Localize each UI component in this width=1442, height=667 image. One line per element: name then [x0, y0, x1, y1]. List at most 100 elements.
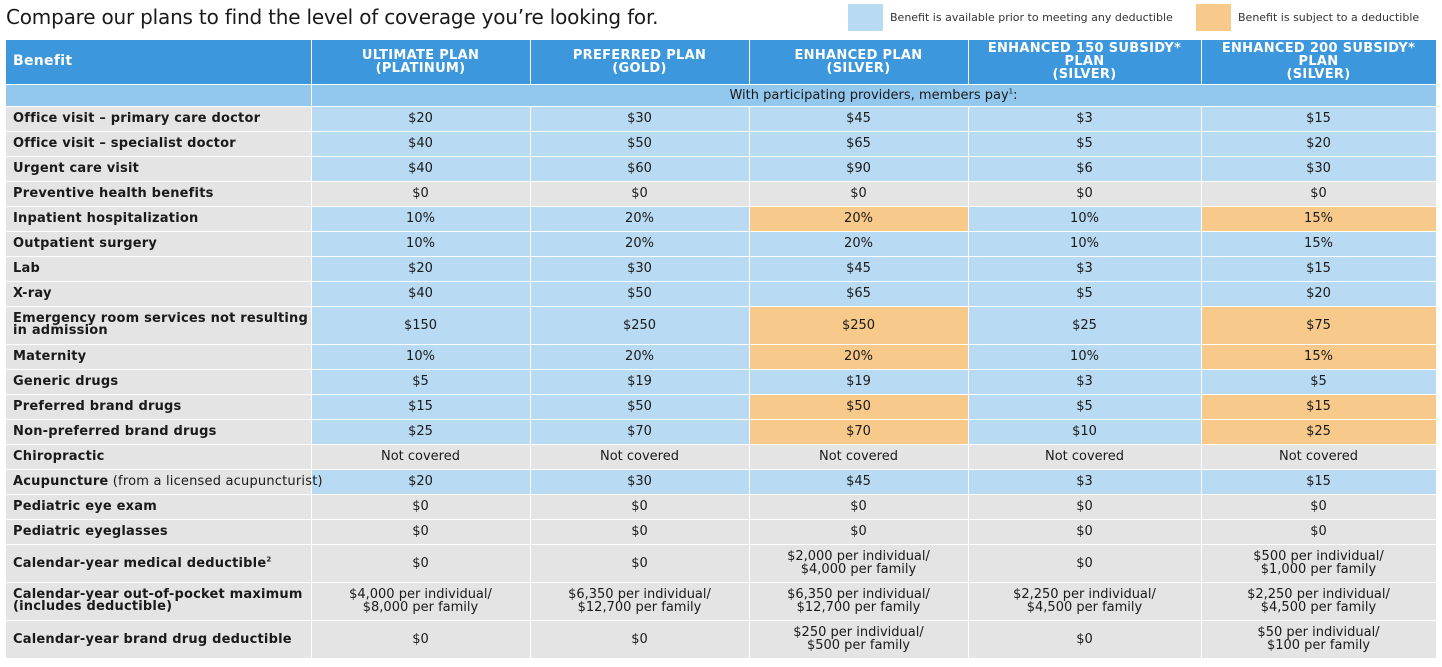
plan-value-cell: $2,250 per individual/$4,500 per family	[968, 582, 1202, 621]
plan-value-line: $0	[412, 631, 429, 647]
members-pay-note: With participating providers, members pa…	[311, 84, 1437, 107]
benefit-name: Pediatric eye exam	[13, 499, 157, 514]
plan-value-line: $0	[631, 631, 648, 647]
plan-value: Not covered	[818, 449, 898, 464]
benefit-label: X-ray	[6, 281, 312, 307]
plan-value: $3	[1076, 374, 1093, 389]
table-row: Outpatient surgery 10% 20% 20% 10% 15%	[6, 231, 1437, 257]
table-row: Emergency room services not resulting in…	[6, 306, 1437, 345]
plan-value: $20	[408, 111, 433, 126]
plan-value-cell: $3	[968, 369, 1202, 395]
plan-value-line: $0	[412, 555, 429, 571]
benefit-label: Calendar-year brand drug deductible	[6, 620, 312, 659]
plan-value: $75	[1306, 317, 1331, 333]
plan-tier: (GOLD)	[612, 60, 667, 76]
plan-value-line: $6,350 per individual/	[787, 587, 930, 602]
plan-value-cell: $15	[1201, 469, 1437, 495]
plan-value-cell: $0	[749, 494, 969, 520]
plan-header-ultimate: ULTIMATE PLAN (PLATINUM)	[311, 40, 531, 85]
plan-value: $30	[627, 261, 652, 276]
plan-value: $0	[631, 186, 648, 201]
plan-value-cell: $65	[749, 131, 969, 157]
plan-value: $250	[622, 317, 657, 333]
plan-value: $19	[627, 374, 652, 389]
plan-value-line: $4,500 per family	[1026, 600, 1143, 615]
plan-value: $20	[1306, 286, 1331, 301]
table-row: Calendar-year medical deductible2 $0 $0 $2,…	[6, 544, 1437, 583]
plan-value-cell: $2,250 per individual/$4,500 per family	[1201, 582, 1437, 621]
table-row: Generic drugs $5 $19 $19 $3 $5	[6, 369, 1437, 395]
benefit-name: Chiropractic	[13, 449, 105, 464]
footnote-mark: 1	[1008, 87, 1014, 96]
plan-value: $0	[1310, 186, 1327, 201]
plan-value: 10%	[406, 236, 435, 251]
plan-value: $0	[412, 524, 429, 539]
plan-value-line: $250 per individual/	[793, 625, 924, 640]
plan-value-line: $100 per family	[1266, 638, 1371, 653]
plan-value-cell: $30	[530, 106, 750, 132]
plan-value-line: $4,500 per family	[1260, 600, 1377, 615]
table-row: Office visit – primary care doctor $20 $30…	[6, 106, 1437, 132]
plan-value-cell: $65	[749, 281, 969, 307]
plan-value-cell: $6	[968, 156, 1202, 182]
table-row: Inpatient hospitalization 10% 20% 20% 10% 15%	[6, 206, 1437, 232]
plan-value: $40	[408, 136, 433, 151]
page-header: Compare our plans to find the level of c…	[0, 0, 1442, 38]
plan-value: $40	[408, 286, 433, 301]
plan-value-cell: $0	[968, 620, 1202, 659]
benefit-name: X-ray	[13, 286, 52, 301]
plan-value-cell: $0	[530, 494, 750, 520]
plan-value: $5	[1310, 374, 1327, 389]
plan-value: 15%	[1304, 236, 1333, 251]
plan-value: $15	[1306, 474, 1331, 489]
benefit-label: Urgent care visit	[6, 156, 312, 182]
plan-value: $20	[408, 261, 433, 276]
plan-name: ULTIMATE PLAN	[361, 47, 480, 63]
table-row: Acupuncture (from a licensed acupuncturi…	[6, 469, 1437, 495]
plan-value-line: $2,250 per individual/	[1247, 587, 1390, 602]
plan-value-cell: $0	[1201, 494, 1437, 520]
plan-value: 20%	[844, 211, 873, 226]
plan-value-cell: $6,350 per individual/$12,700 per family	[749, 582, 969, 621]
plan-value: Not covered	[1278, 449, 1358, 464]
benefit-name: Generic drugs	[13, 374, 119, 389]
plan-value: $30	[1306, 161, 1331, 176]
plan-value: $65	[846, 136, 871, 151]
plan-value-cell: $3	[968, 469, 1202, 495]
plan-value: $0	[412, 499, 429, 514]
footnote-mark: 2	[266, 555, 272, 564]
plan-value-cell: $50	[530, 131, 750, 157]
plan-value-cell: $0	[1201, 519, 1437, 545]
plan-value-cell: $70	[749, 419, 969, 445]
plan-value: 20%	[625, 236, 654, 251]
plan-value: $70	[846, 424, 871, 439]
plan-value: 10%	[406, 211, 435, 226]
benefit-note: (from a licensed acupuncturist)	[108, 474, 323, 489]
plan-value: $0	[1076, 186, 1093, 201]
plan-value-cell: 10%	[968, 231, 1202, 257]
table-row: Office visit – specialist doctor $40 $50 $6…	[6, 131, 1437, 157]
plan-value-line: $2,250 per individual/	[1013, 587, 1156, 602]
plan-value-cell: $15	[311, 394, 531, 420]
plan-name: ENHANCED 150 SUBSIDY* PLAN	[987, 41, 1182, 70]
plan-value: $20	[1306, 136, 1331, 151]
plan-value-cell: 10%	[968, 344, 1202, 370]
plan-value-cell: 10%	[968, 206, 1202, 232]
plan-value-cell: $250 per individual/$500 per family	[749, 620, 969, 659]
plan-value: $15	[1306, 111, 1331, 126]
plan-value-cell: $50	[530, 281, 750, 307]
benefit-name: Non-preferred brand drugs	[13, 424, 217, 439]
plan-value: 20%	[625, 349, 654, 364]
plan-value-cell: Not covered	[749, 444, 969, 470]
plan-value-cell: $5	[311, 369, 531, 395]
plan-value-cell: $3	[968, 106, 1202, 132]
plan-value-cell: 15%	[1201, 231, 1437, 257]
table-row: Maternity 10% 20% 20% 10% 15%	[6, 344, 1437, 370]
table-row: Urgent care visit $40 $60 $90 $6 $30	[6, 156, 1437, 182]
plan-value: $6	[1076, 161, 1093, 176]
plan-value: $20	[408, 474, 433, 489]
plan-value-cell: $50	[749, 394, 969, 420]
plan-value-cell: $19	[749, 369, 969, 395]
plan-value-cell: $250	[530, 306, 750, 345]
plan-value: $3	[1076, 261, 1093, 276]
